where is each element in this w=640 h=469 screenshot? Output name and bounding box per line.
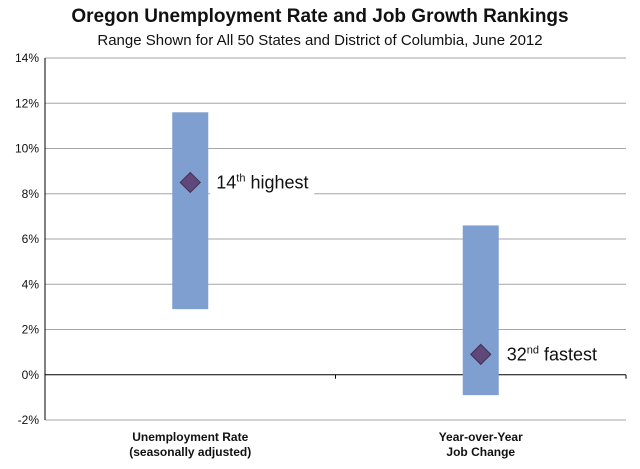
y-tick-label: 10%: [15, 142, 39, 156]
rank-annotation: 32nd fastest: [507, 344, 597, 364]
annotation-box: [210, 165, 315, 198]
y-tick-label: 6%: [22, 232, 40, 246]
range-bar: [462, 225, 499, 396]
annotation-box: [500, 337, 605, 370]
y-tick-label: 8%: [22, 187, 40, 201]
rank-annotation: 14th highest: [216, 172, 308, 192]
x-category-label: Year-over-Year: [439, 430, 523, 444]
axes: [44, 58, 627, 420]
x-category-label: Unemployment Rate: [132, 430, 248, 444]
axis-labels: -2% 0% 2% 4% 6% 8% 10% 12% 14% Unemployment Rate(…: [15, 51, 523, 459]
value-markers: [179, 171, 492, 366]
range-bar: [172, 112, 209, 310]
y-tick-label: 0%: [22, 368, 40, 382]
y-tick-label: -2%: [18, 413, 40, 427]
gridlines: [45, 57, 626, 421]
value-marker: [470, 343, 492, 366]
chart-title: Oregon Unemployment Rate and Job Growth …: [71, 6, 569, 27]
x-category-sublabel: Job Change: [446, 445, 515, 459]
range-bars: [172, 112, 499, 396]
y-tick-label: 14%: [15, 51, 39, 65]
y-tick-label: 4%: [22, 277, 40, 291]
x-category-sublabel: (seasonally adjusted): [129, 445, 251, 459]
value-marker: [179, 171, 201, 194]
y-tick-label: 2%: [22, 323, 40, 337]
annotations: 14th highest 32nd fastest: [210, 165, 605, 370]
chart-subtitle: Range Shown for All 50 States and Distri…: [97, 32, 543, 49]
y-tick-label: 12%: [15, 96, 39, 110]
